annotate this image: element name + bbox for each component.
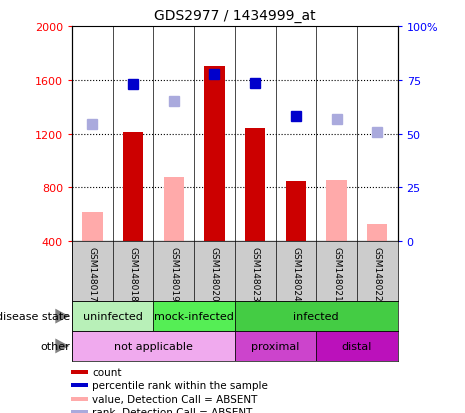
Bar bbox=[235, 331, 316, 361]
Bar bbox=[316, 331, 398, 361]
Text: GSM148021: GSM148021 bbox=[332, 247, 341, 301]
Bar bbox=[367, 224, 387, 242]
Bar bbox=[286, 181, 306, 242]
Bar bbox=[72, 301, 153, 331]
Bar bbox=[245, 129, 266, 242]
Text: percentile rank within the sample: percentile rank within the sample bbox=[92, 380, 268, 390]
Text: distal: distal bbox=[342, 341, 372, 351]
Bar bbox=[71, 383, 88, 387]
Text: uninfected: uninfected bbox=[83, 311, 143, 321]
Polygon shape bbox=[55, 339, 69, 354]
Bar bbox=[71, 397, 88, 401]
Text: count: count bbox=[92, 367, 121, 377]
Bar bbox=[164, 177, 184, 242]
Text: mock-infected: mock-infected bbox=[154, 311, 234, 321]
Text: GSM148020: GSM148020 bbox=[210, 247, 219, 301]
Polygon shape bbox=[55, 309, 69, 324]
Bar bbox=[153, 301, 235, 331]
Bar bbox=[235, 301, 398, 331]
Text: value, Detection Call = ABSENT: value, Detection Call = ABSENT bbox=[92, 394, 258, 404]
Text: GSM148018: GSM148018 bbox=[129, 247, 138, 301]
Text: rank, Detection Call = ABSENT: rank, Detection Call = ABSENT bbox=[92, 407, 252, 413]
Text: GSM148024: GSM148024 bbox=[292, 247, 300, 301]
Bar bbox=[71, 370, 88, 374]
Bar bbox=[204, 67, 225, 242]
Bar bbox=[123, 133, 143, 242]
Bar bbox=[72, 331, 235, 361]
Bar bbox=[71, 410, 88, 413]
Text: GSM148022: GSM148022 bbox=[373, 247, 382, 301]
Text: GSM148019: GSM148019 bbox=[169, 247, 178, 301]
Text: disease state: disease state bbox=[0, 311, 70, 321]
Bar bbox=[82, 212, 103, 242]
Text: infected: infected bbox=[293, 311, 339, 321]
Bar bbox=[326, 180, 347, 242]
Text: GSM148017: GSM148017 bbox=[88, 247, 97, 301]
Text: other: other bbox=[40, 341, 70, 351]
Text: proximal: proximal bbox=[251, 341, 300, 351]
Text: not applicable: not applicable bbox=[114, 341, 193, 351]
Text: GSM148023: GSM148023 bbox=[251, 247, 259, 301]
Title: GDS2977 / 1434999_at: GDS2977 / 1434999_at bbox=[154, 9, 316, 23]
